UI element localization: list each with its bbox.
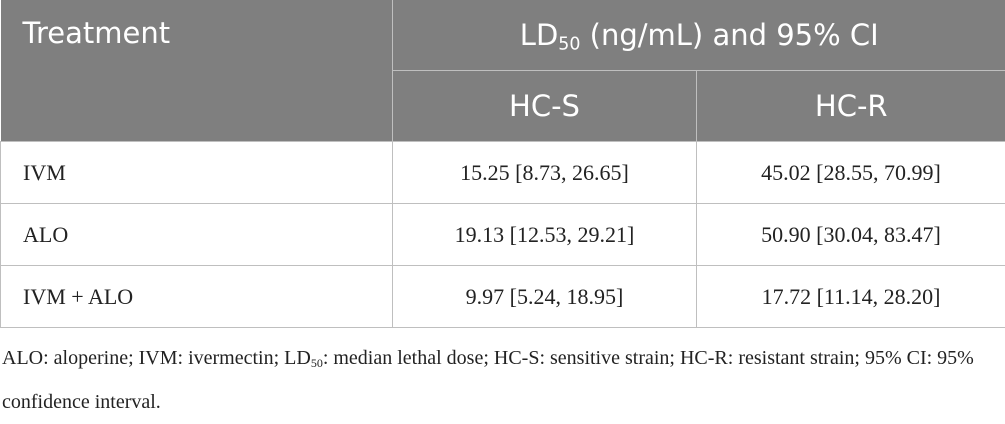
value-cell: 17.72 [11.14, 28.20] <box>697 266 1005 328</box>
subscript: 50 <box>558 34 580 54</box>
row-label: IVM <box>1 142 393 204</box>
row-label: ALO <box>1 204 393 266</box>
footnote: ALO: aloperine; IVM: ivermectin; LD50: m… <box>2 336 992 424</box>
header-cell: HC-S <box>393 71 697 142</box>
value-cell: 15.25 [8.73, 26.65] <box>393 142 697 204</box>
value-cell: 50.90 [30.04, 83.47] <box>697 204 1005 266</box>
value-cell: 45.02 [28.55, 70.99] <box>697 142 1005 204</box>
header-cell: LD50 (ng/mL) and 95% CI <box>393 0 1005 71</box>
header-text: (ng/mL) and 95% CI <box>580 18 878 52</box>
header-text: LD <box>520 18 559 52</box>
value-cell: 9.97 [5.24, 18.95] <box>393 266 697 328</box>
value-cell: 19.13 [12.53, 29.21] <box>393 204 697 266</box>
footnote-text: ALO: aloperine; IVM: ivermectin; LD <box>2 347 311 369</box>
header-cell: Treatment <box>1 0 393 142</box>
row-label: IVM + ALO <box>1 266 393 328</box>
subscript: 50 <box>311 356 323 370</box>
header-cell: HC-R <box>697 71 1005 142</box>
data-table: Treatment LD50 (ng/mL) and 95% CI HC-S H… <box>0 0 1005 328</box>
header-row: Treatment LD50 (ng/mL) and 95% CI <box>1 0 1005 71</box>
